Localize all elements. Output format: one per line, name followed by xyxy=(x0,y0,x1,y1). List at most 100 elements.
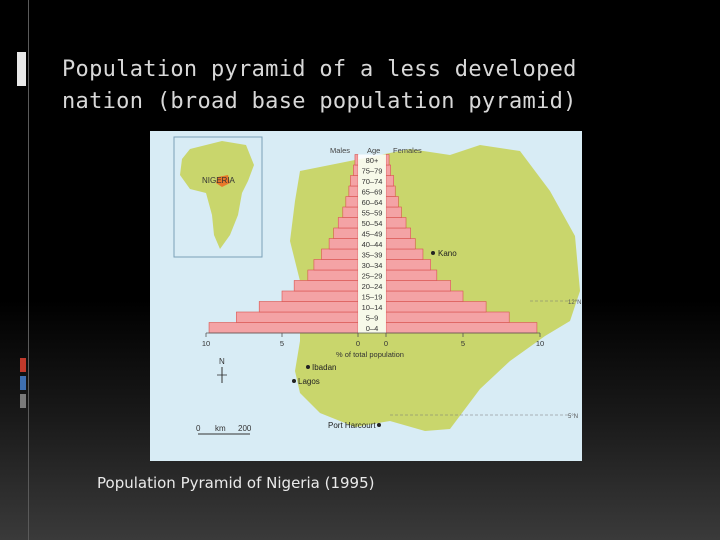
figure-caption: Population Pyramid of Nigeria (1995) xyxy=(97,474,375,492)
age-label-8: 40–44 xyxy=(362,240,383,249)
accent-red xyxy=(20,358,26,372)
age-label-16: 80+ xyxy=(366,156,379,165)
ibadan-dot xyxy=(306,365,310,369)
city-ibadan: Ibadan xyxy=(312,363,336,372)
age-label-14: 70–74 xyxy=(362,177,383,186)
age-band-16 xyxy=(358,154,386,165)
header-males: Males xyxy=(330,146,350,155)
age-band-11 xyxy=(358,207,386,218)
age-label-10: 50–54 xyxy=(362,219,383,228)
female-bar-4 xyxy=(385,280,451,292)
female-bar-13 xyxy=(385,185,396,197)
male-bar-7 xyxy=(321,248,359,260)
age-band-15 xyxy=(358,165,386,176)
lagos-dot xyxy=(292,379,296,383)
age-label-2: 10–14 xyxy=(362,303,383,312)
left-rule xyxy=(28,0,29,540)
age-label-6: 30–34 xyxy=(362,261,383,270)
female-bar-9 xyxy=(385,227,411,239)
x-tick-label-0: 10 xyxy=(202,339,210,348)
female-bar-7 xyxy=(385,248,424,260)
age-label-9: 45–49 xyxy=(362,230,383,239)
city-kano: Kano xyxy=(438,249,457,258)
age-band-2 xyxy=(358,301,386,312)
lat-5-label: 5°N xyxy=(568,414,578,420)
title-line-1: Population pyramid of a less developed xyxy=(62,57,577,82)
male-bar-5 xyxy=(307,269,359,281)
age-label-13: 65–69 xyxy=(362,188,383,197)
female-bar-0 xyxy=(385,322,538,334)
female-bar-11 xyxy=(385,206,402,218)
female-bar-12 xyxy=(385,196,399,208)
scale-200: 200 xyxy=(238,424,252,433)
city-port-harcourt: Port Harcourt xyxy=(328,421,376,430)
female-bar-8 xyxy=(385,238,416,250)
x-axis: 10 5 0 0 5 10 xyxy=(202,332,544,348)
age-band-3 xyxy=(358,291,386,302)
africa-inset-land xyxy=(180,141,254,249)
x-tick-label-2: 0 xyxy=(356,339,360,348)
age-band-6 xyxy=(358,259,386,270)
accent-gray xyxy=(20,394,26,408)
x-tick-label-4: 5 xyxy=(461,339,465,348)
scale-0: 0 xyxy=(196,424,201,433)
female-bar-1 xyxy=(385,311,510,323)
male-bar-13 xyxy=(348,185,359,197)
age-band-4 xyxy=(358,280,386,291)
male-bar-14 xyxy=(350,175,359,187)
male-bar-15 xyxy=(353,164,359,176)
female-bar-14 xyxy=(385,175,394,187)
age-band-10 xyxy=(358,217,386,228)
male-bar-9 xyxy=(333,227,359,239)
age-label-12: 60–64 xyxy=(362,198,383,207)
female-bar-2 xyxy=(385,301,487,313)
port-harcourt-dot xyxy=(377,423,381,427)
title-line-2: nation (broad base population pyramid) xyxy=(62,89,577,114)
female-bar-16 xyxy=(385,154,390,166)
male-bar-2 xyxy=(258,301,359,313)
age-label-4: 20–24 xyxy=(362,282,383,291)
x-tick-label-5: 10 xyxy=(536,339,544,348)
lat-12-label: 12°N xyxy=(568,300,581,306)
age-band-0 xyxy=(358,322,386,333)
female-bar-10 xyxy=(385,217,407,229)
male-bar-10 xyxy=(337,217,359,229)
nigeria-inset-shape xyxy=(216,175,230,187)
age-label-11: 55–59 xyxy=(362,209,383,218)
title-marker-bar xyxy=(17,52,26,86)
inset-nigeria-label: NIGERIA xyxy=(202,176,236,185)
female-bar-15 xyxy=(385,164,391,176)
male-bar-16 xyxy=(354,154,359,166)
x-axis-label: % of total population xyxy=(336,350,404,359)
male-bar-11 xyxy=(342,206,359,218)
age-label-15: 75–79 xyxy=(362,167,383,176)
age-label-3: 15–19 xyxy=(362,293,383,302)
header-females: Females xyxy=(393,146,422,155)
pyramid-svg: NIGERIA 12°N 5°N Kano Ibadan Lagos Port … xyxy=(150,131,582,461)
male-bar-12 xyxy=(345,196,359,208)
age-band-13 xyxy=(358,186,386,197)
age-label-7: 35–39 xyxy=(362,251,383,260)
scale-unit: km xyxy=(215,424,226,433)
male-bar-6 xyxy=(313,259,359,271)
male-bar-3 xyxy=(281,290,359,302)
age-band-9 xyxy=(358,228,386,239)
female-bar-6 xyxy=(385,259,431,271)
age-band-12 xyxy=(358,196,386,207)
age-label-0: 0–4 xyxy=(366,324,379,333)
age-band-8 xyxy=(358,238,386,249)
age-label-5: 25–29 xyxy=(362,272,383,281)
accent-blue xyxy=(20,376,26,390)
female-bar-5 xyxy=(385,269,438,281)
slide-title: Population pyramid of a less developed n… xyxy=(62,54,682,118)
age-band-1 xyxy=(358,312,386,323)
age-band-14 xyxy=(358,175,386,186)
kano-dot xyxy=(431,251,435,255)
north-label: N xyxy=(219,357,225,366)
male-bar-4 xyxy=(293,280,359,292)
header-age: Age xyxy=(367,146,380,155)
pyramid-figure: NIGERIA 12°N 5°N Kano Ibadan Lagos Port … xyxy=(150,131,582,461)
x-tick-label-1: 5 xyxy=(280,339,284,348)
female-bar-3 xyxy=(385,290,464,302)
